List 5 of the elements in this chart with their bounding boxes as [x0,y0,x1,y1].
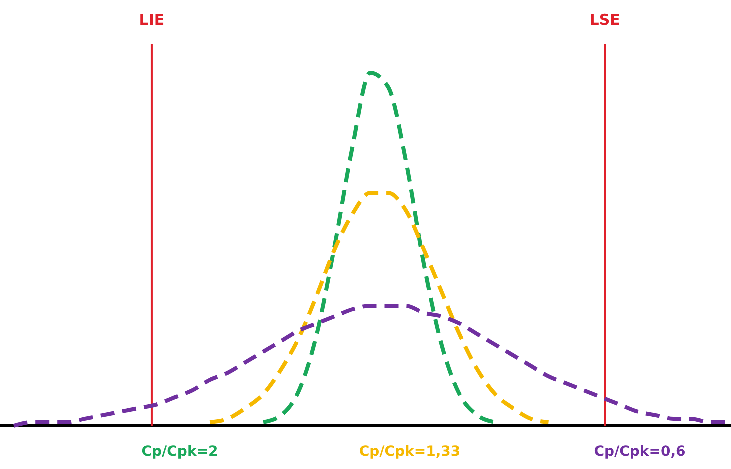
series-label: Cp/Cpk=0,6 [594,444,686,460]
text: Cp/Cpk=2 [142,444,218,460]
text: LIE [139,11,165,29]
text: LSE [590,11,620,29]
text: Cp/Cpk=1,33 [359,444,461,460]
